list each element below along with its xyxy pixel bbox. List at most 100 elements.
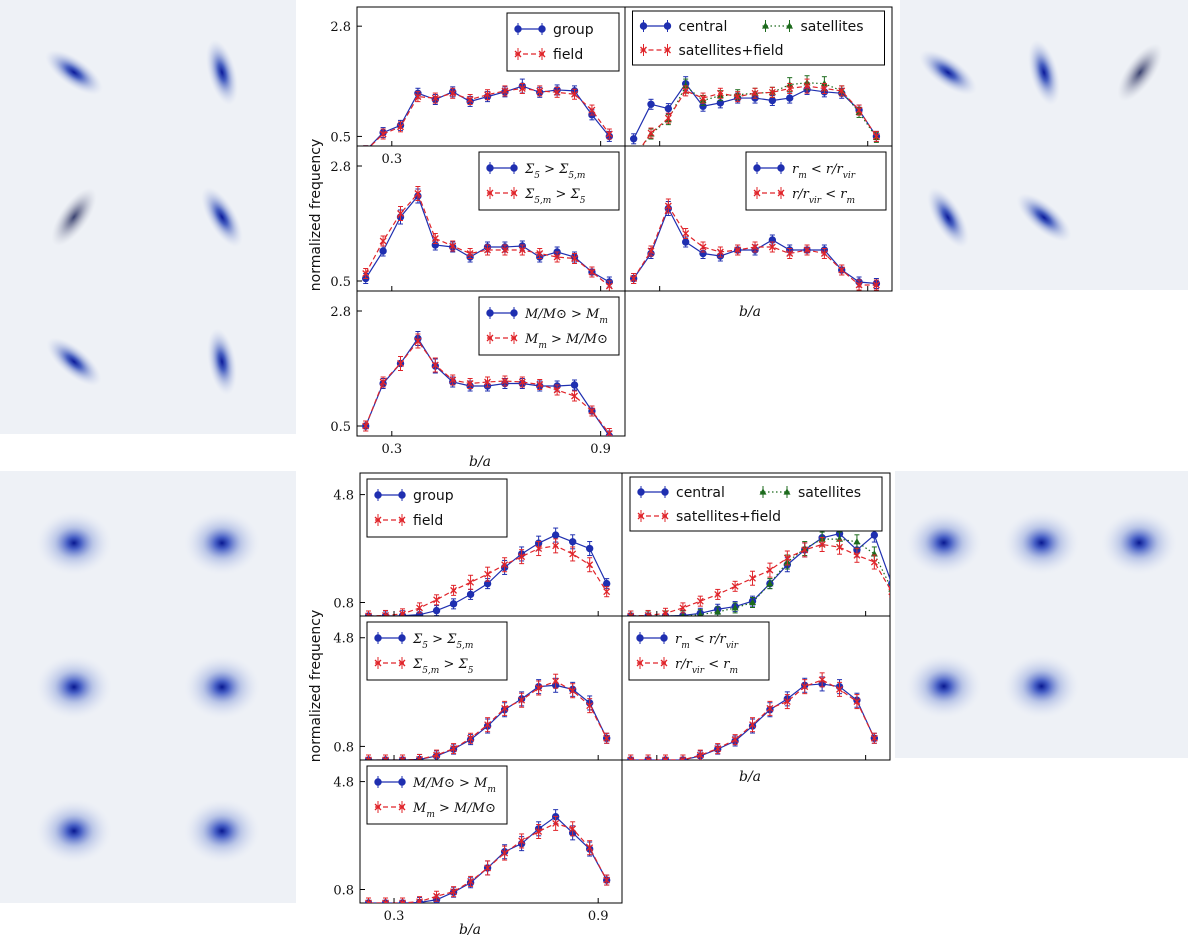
data-point-x [630, 275, 638, 282]
chart-top-density: 0.5 2.8 Σ5 > Σ5,m Σ5,m > Σ5 [330, 145, 626, 292]
legend-box [366, 478, 508, 538]
legend-label: field [413, 513, 443, 529]
data-point-circle [510, 164, 518, 172]
data-point-x [363, 148, 369, 154]
data-point-x [586, 561, 594, 569]
data-point-x [731, 736, 739, 744]
data-point-x [379, 378, 387, 386]
legend: rm < r/rvir r/rvir < rm [628, 621, 770, 681]
chart-top-group-vs-field: 0.52.80.30.9groupfield [330, 6, 626, 167]
data-point-x [838, 266, 846, 274]
legend-box [506, 12, 620, 72]
legend-label: Σ5,m > Σ5 [524, 187, 586, 206]
data-point-x [803, 246, 811, 254]
data-point-x [768, 243, 776, 251]
legend-label: Σ5,m > Σ5 [412, 657, 474, 676]
data-point-circle [514, 25, 522, 33]
data-point-triangle [697, 610, 704, 616]
data-point-x [535, 545, 543, 553]
legend-label: M/M⊙ > Mm [524, 307, 608, 326]
legend-label: Σ5 > Σ5,m [412, 632, 473, 651]
data-point-x [414, 337, 422, 345]
data-point-x [627, 612, 635, 616]
y-axis-label-top: normalized frequency [308, 139, 324, 291]
series-red [630, 198, 880, 291]
legend-box [632, 10, 885, 66]
legend: M/M⊙ > Mm Mm > M/M⊙ [366, 765, 508, 825]
data-point-x [753, 189, 761, 197]
galaxy-image [205, 39, 239, 106]
data-point-x [644, 612, 652, 616]
series-red [365, 815, 611, 903]
x-tick-label: 0.9 [588, 909, 609, 924]
data-point-x [501, 87, 509, 95]
data-point-x [751, 243, 759, 251]
series-red [365, 673, 611, 760]
y-tick-label: 0.5 [330, 420, 351, 435]
galaxy-image [184, 511, 260, 575]
data-point-x [664, 46, 671, 54]
data-point-triangle [786, 22, 793, 29]
data-point-x [449, 242, 457, 250]
data-point-triangle [783, 488, 791, 495]
data-point-x [433, 751, 441, 759]
data-point-x [603, 588, 611, 596]
x-axis-label-top-right: b/a [739, 304, 761, 320]
x-axis-label-bottom-right: b/a [739, 769, 761, 785]
legend-label: Mm > M/M⊙ [524, 332, 608, 351]
data-point-x [605, 130, 613, 138]
data-point-x [588, 268, 596, 276]
data-point-circle [374, 778, 382, 786]
data-point-x [398, 659, 406, 667]
data-point-x [853, 698, 861, 706]
data-point-x [484, 721, 492, 729]
data-point-circle [568, 538, 577, 546]
y-tick-label: 0.8 [333, 740, 354, 755]
data-point-x [777, 189, 785, 197]
data-point-x [569, 825, 577, 833]
data-point-x [414, 93, 422, 101]
legend-box [629, 476, 883, 532]
x-tick-label: 0.3 [381, 442, 402, 457]
data-point-circle [363, 148, 369, 154]
legend-label: central [676, 485, 725, 501]
chart-bottom-group-vs-field: 0.8 4.8 group field [333, 472, 623, 617]
data-point-x [571, 255, 578, 262]
data-point-x [484, 570, 492, 578]
data-point-x [536, 250, 544, 257]
legend: central satellites satellites+field [632, 10, 885, 66]
legend: group field [506, 12, 620, 72]
data-point-circle [398, 634, 406, 642]
data-point-x [766, 704, 774, 712]
galaxy-image [51, 188, 97, 246]
data-point-x [501, 246, 509, 254]
plot-frame [624, 145, 893, 292]
chart-bottom-density: 0.8 4.8 Σ5 > Σ5,m Σ5,m > Σ5 [333, 615, 623, 761]
data-point-x [801, 546, 809, 554]
galaxy-image [905, 654, 982, 719]
y-tick-label: 4.8 [333, 489, 354, 504]
data-point-x [518, 696, 526, 704]
data-point-x [696, 597, 704, 605]
data-point-x [450, 586, 458, 594]
data-point-circle [374, 634, 382, 642]
series-red [362, 186, 613, 291]
data-point-x [664, 114, 672, 122]
galaxy-image [1101, 510, 1178, 575]
data-point-x [870, 734, 878, 742]
data-point-x [603, 734, 611, 742]
data-point-x [734, 246, 742, 254]
legend-label: rm < r/rvir [675, 632, 739, 651]
legend-label: M/M⊙ > Mm [412, 776, 496, 795]
y-tick-label: 2.8 [330, 160, 351, 175]
data-point-x [716, 248, 724, 256]
data-point-x [416, 604, 424, 612]
legend-label: satellites [798, 485, 861, 501]
x-tick-label: 0.3 [381, 152, 402, 167]
galaxy-thumbnails-bottom-left [0, 471, 296, 903]
data-point-x [467, 734, 475, 742]
data-point-x [374, 803, 382, 811]
data-point-x [433, 596, 441, 604]
data-point-x [365, 756, 372, 760]
